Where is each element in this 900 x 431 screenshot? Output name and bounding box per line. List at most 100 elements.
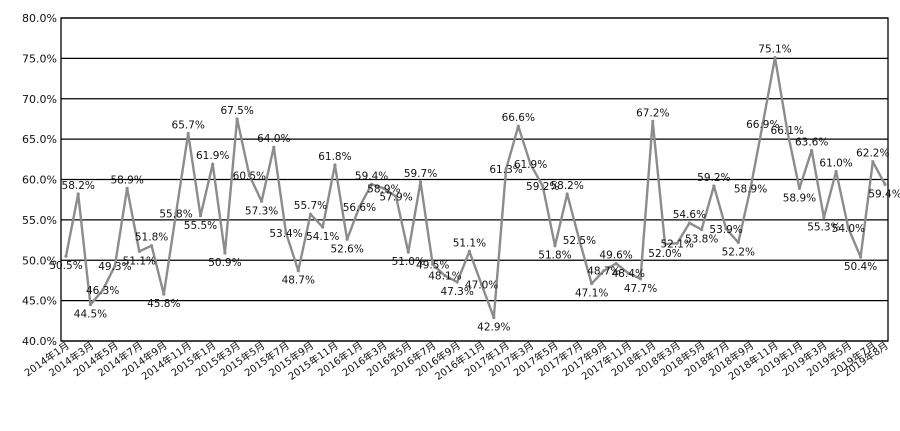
data-label: 48.4% bbox=[612, 268, 645, 280]
y-tick-label: 55.0% bbox=[22, 214, 57, 227]
data-point bbox=[590, 282, 594, 286]
data-point bbox=[638, 277, 643, 281]
data-point bbox=[675, 241, 679, 245]
data-label: 55.7% bbox=[294, 200, 327, 212]
data-label: 61.9% bbox=[514, 159, 547, 171]
data-point bbox=[602, 269, 606, 273]
data-point bbox=[259, 199, 264, 203]
data-label: 53.9% bbox=[709, 224, 742, 236]
data-label: 61.8% bbox=[318, 151, 351, 163]
data-point bbox=[321, 225, 325, 229]
data-label: 48.7% bbox=[587, 266, 620, 278]
data-point bbox=[174, 211, 178, 216]
data-point bbox=[431, 262, 435, 266]
data-label: 54.1% bbox=[306, 231, 339, 243]
data-point bbox=[443, 273, 447, 278]
data-label: 48.7% bbox=[282, 275, 315, 287]
data-point bbox=[333, 163, 337, 167]
data-label: 52.5% bbox=[563, 235, 596, 247]
data-point bbox=[113, 264, 117, 268]
x-axis-ticks: 2014年1月2014年3月2014年5月2014年7月2014年9月2014年… bbox=[22, 339, 891, 383]
data-point bbox=[822, 215, 826, 220]
data-point bbox=[247, 173, 251, 178]
series-line bbox=[64, 56, 887, 319]
data-point bbox=[101, 288, 105, 292]
data-label: 58.9% bbox=[783, 192, 816, 204]
data-label: 65.7% bbox=[172, 119, 205, 131]
y-tick-label: 60.0% bbox=[22, 174, 57, 187]
data-point bbox=[467, 249, 471, 253]
data-label: 55.5% bbox=[184, 220, 217, 232]
data-point bbox=[88, 303, 93, 307]
data-label: 51.8% bbox=[538, 250, 571, 262]
data-label: 64.0% bbox=[257, 133, 290, 145]
data-label: 57.3% bbox=[245, 205, 278, 217]
data-point bbox=[528, 162, 533, 166]
data-label: 51.8% bbox=[135, 232, 168, 244]
data-point bbox=[883, 182, 887, 186]
data-point bbox=[382, 186, 386, 190]
data-label: 47.1% bbox=[575, 288, 608, 300]
data-point bbox=[651, 119, 655, 123]
data-label: 58.9% bbox=[367, 183, 400, 195]
data-point bbox=[492, 315, 496, 320]
data-point bbox=[626, 271, 630, 275]
data-point bbox=[211, 162, 215, 166]
data-point bbox=[724, 227, 728, 231]
data-label: 55.8% bbox=[159, 208, 192, 220]
data-point bbox=[687, 221, 692, 225]
data-point bbox=[663, 242, 667, 246]
data-point bbox=[394, 194, 398, 199]
data-point bbox=[369, 182, 374, 186]
y-tick-label: 70.0% bbox=[22, 93, 57, 106]
data-point bbox=[712, 184, 716, 188]
data-point bbox=[480, 282, 484, 287]
data-label: 50.9% bbox=[208, 257, 241, 269]
data-label: 46.3% bbox=[86, 285, 119, 297]
y-tick-label: 65.0% bbox=[22, 133, 57, 146]
data-point bbox=[223, 251, 227, 255]
data-label: 52.6% bbox=[330, 243, 363, 255]
data-label: 62.2% bbox=[856, 148, 889, 160]
data-point bbox=[284, 231, 288, 235]
data-label: 51.1% bbox=[123, 255, 156, 267]
data-point bbox=[810, 148, 814, 153]
data-point bbox=[773, 55, 777, 60]
data-point bbox=[700, 227, 704, 232]
data-label: 52.1% bbox=[661, 238, 694, 250]
data-point bbox=[235, 117, 239, 121]
data-label: 53.8% bbox=[685, 234, 718, 246]
gridlines bbox=[61, 17, 888, 342]
data-point bbox=[504, 167, 508, 171]
data-point bbox=[357, 205, 361, 209]
data-label: 63.6% bbox=[795, 136, 828, 148]
data-point bbox=[418, 180, 423, 184]
data-point bbox=[272, 145, 276, 149]
data-point bbox=[162, 292, 166, 296]
data-label: 47.3% bbox=[440, 286, 473, 298]
y-tick-label: 45.0% bbox=[22, 295, 57, 308]
data-label: 66.6% bbox=[502, 112, 535, 124]
data-point bbox=[785, 128, 789, 132]
data-point bbox=[516, 124, 520, 128]
data-label: 67.5% bbox=[220, 105, 253, 117]
data-label: 61.9% bbox=[196, 150, 229, 162]
data-point bbox=[858, 255, 863, 259]
data-label: 52.2% bbox=[722, 246, 755, 258]
y-tick-label: 80.0% bbox=[22, 12, 57, 25]
data-label: 54.0% bbox=[832, 223, 865, 235]
data-point bbox=[565, 192, 569, 196]
data-label: 44.5% bbox=[74, 309, 107, 321]
data-label: 55.3% bbox=[807, 221, 840, 233]
data-label: 49.6% bbox=[599, 249, 632, 261]
data-label: 67.2% bbox=[636, 107, 669, 119]
data-label: 60.5% bbox=[233, 170, 266, 182]
data-label: 58.9% bbox=[734, 183, 767, 195]
data-label: 66.9% bbox=[746, 119, 779, 131]
data-point bbox=[149, 244, 154, 248]
data-point bbox=[455, 280, 459, 284]
data-point bbox=[553, 244, 557, 248]
data-label: 42.9% bbox=[477, 322, 510, 334]
data-point bbox=[797, 186, 802, 190]
data-label: 57.9% bbox=[379, 191, 412, 203]
